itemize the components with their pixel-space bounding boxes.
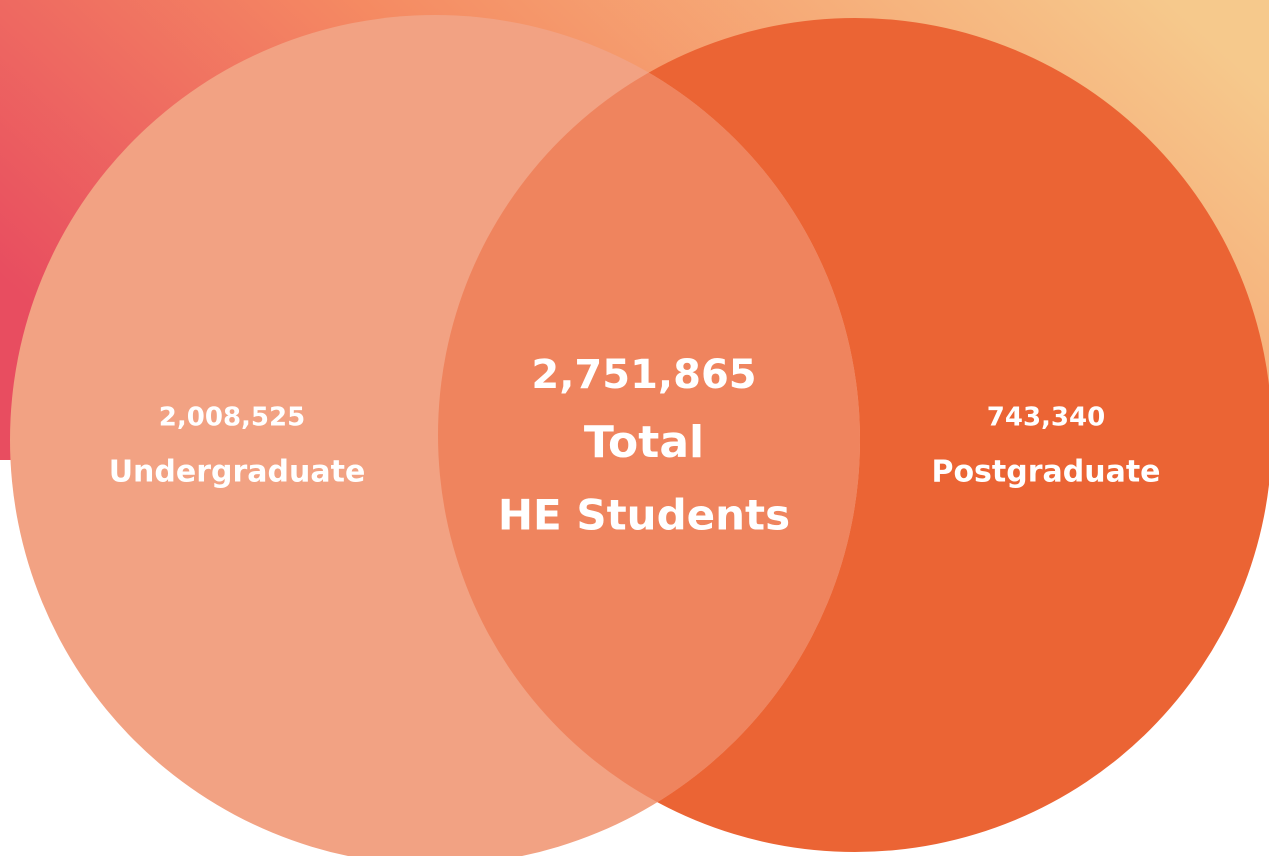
undergraduate-value: 2,008,525 <box>159 403 305 433</box>
undergraduate-label: Undergraduate <box>109 455 366 490</box>
postgraduate-value: 743,340 <box>987 403 1105 433</box>
overlap <box>438 18 860 852</box>
total-value: 2,751,865 <box>531 352 756 398</box>
total-label: Total <box>584 417 704 468</box>
total-sublabel: HE Students <box>498 491 790 540</box>
postgraduate-label: Postgraduate <box>931 455 1160 490</box>
